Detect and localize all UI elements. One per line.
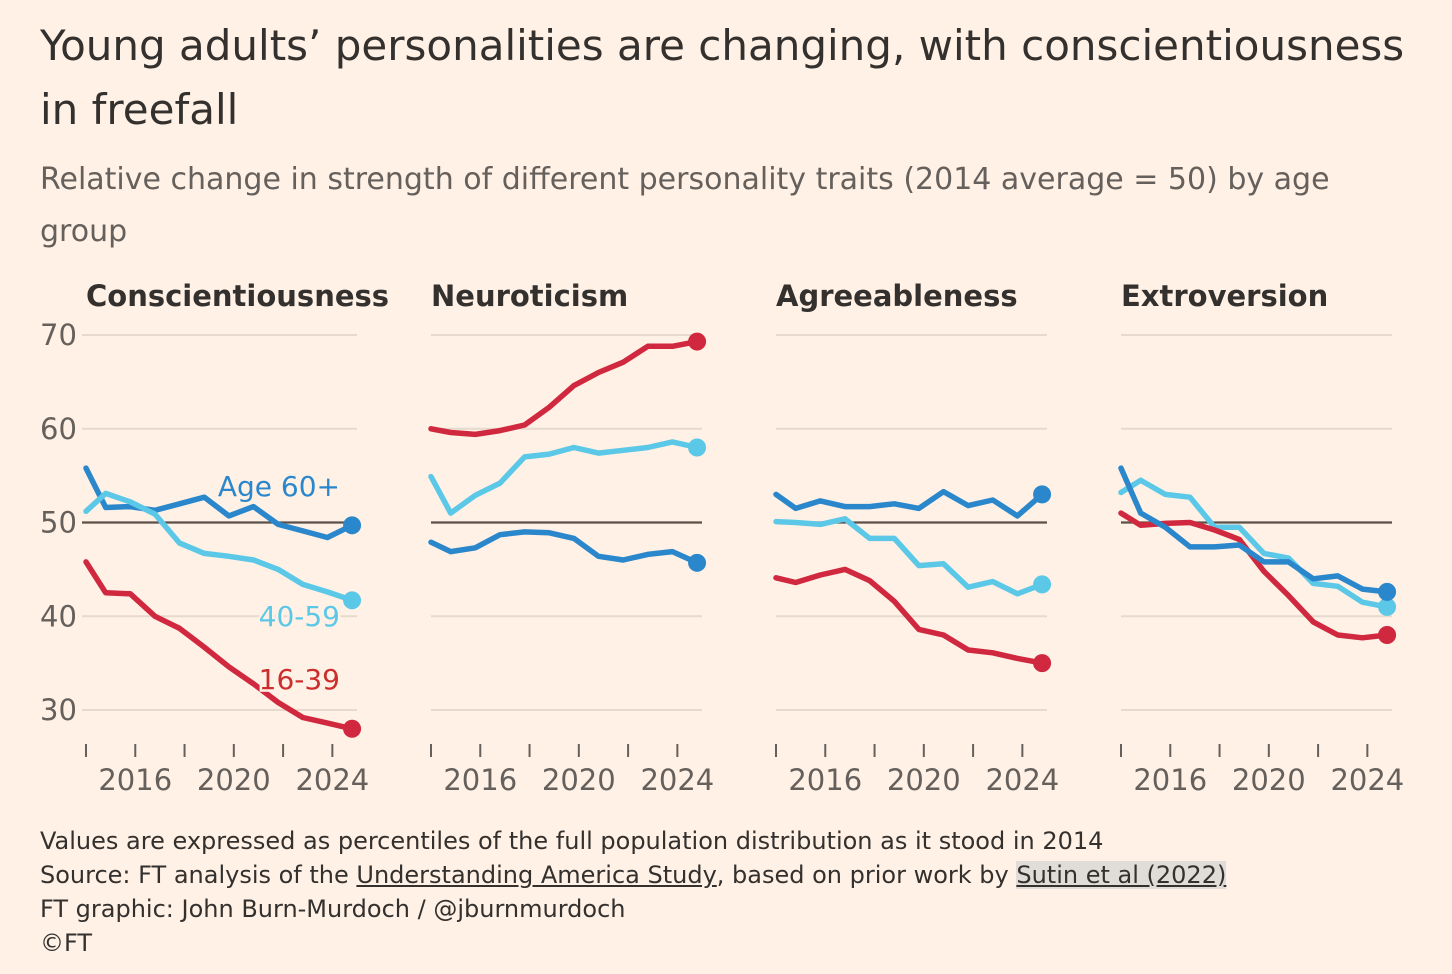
series-endpoint-age-60-plus <box>688 553 707 572</box>
x-tick-label: 2016 <box>98 763 172 797</box>
chart-subtitle: Relative change in strength of different… <box>40 162 1330 249</box>
y-tick-label: 50 <box>40 506 77 540</box>
series-endpoint-age-40-59 <box>343 591 362 610</box>
panel-agreeableness: Agreeableness 2016 2020 2024 <box>773 279 1059 797</box>
sutin-et-al-link[interactable]: Sutin et al (2022) <box>1016 861 1227 889</box>
series-line-age-16-39 <box>83 559 355 732</box>
x-tick-label: 2020 <box>197 763 271 797</box>
footer-note: Values are expressed as percentiles of t… <box>40 827 1104 855</box>
x-tick-label: 2020 <box>887 763 961 797</box>
source-middle: , based on prior work by <box>716 861 1017 889</box>
y-tick-label: 70 <box>40 318 77 352</box>
series-line-age-40-59 <box>428 439 700 516</box>
footer-source: Source: FT analysis of the Understanding… <box>40 858 1440 892</box>
panel-conscientiousness: Conscientiousness 70 60 50 40 30 2016 2020 2024 A… <box>40 279 389 797</box>
series-label: 40-59 <box>259 600 340 633</box>
x-tick-label: 2020 <box>542 763 616 797</box>
x-tick-label: 2016 <box>788 763 862 797</box>
series-line-age-16-39 <box>428 338 700 438</box>
panel-title: Conscientiousness <box>86 279 389 313</box>
series-line-age-40-59 <box>1118 477 1390 610</box>
series-line-age-60-plus <box>83 465 355 541</box>
series-line-age-16-39 <box>773 566 1045 666</box>
panel-extroversion: Extroversion 2016 2020 2024 <box>1118 279 1404 797</box>
series-endpoint-age-40-59 <box>688 438 707 457</box>
x-tick-label: 2024 <box>640 763 714 797</box>
understanding-america-study-link[interactable]: Understanding America Study <box>356 861 717 889</box>
series-endpoint-age-16-39 <box>1033 654 1052 673</box>
series-line-age-16-39 <box>1118 510 1390 641</box>
y-tick-label: 40 <box>40 599 77 633</box>
x-tick-label: 2016 <box>1133 763 1207 797</box>
footer-copyright: ©FT <box>40 929 93 957</box>
series-line-age-60-plus <box>1118 465 1390 595</box>
series-endpoint-age-40-59 <box>1033 575 1052 594</box>
series-endpoint-age-60-plus <box>1378 582 1397 601</box>
series-endpoint-age-16-39 <box>343 719 362 738</box>
chart-title: Young adults’ personalities are changing… <box>40 21 1405 134</box>
panel-title: Neuroticism <box>431 279 628 313</box>
series-endpoint-age-60-plus <box>1033 485 1052 504</box>
y-tick-label: 30 <box>40 693 77 727</box>
series-endpoint-age-16-39 <box>688 332 707 351</box>
series-label: 16-39 <box>259 663 340 696</box>
footer-credit: FT graphic: John Burn-Murdoch / @jburnmu… <box>40 895 626 923</box>
panel-title: Agreeableness <box>776 279 1018 313</box>
series-line-age-60-plus <box>428 529 700 566</box>
series-endpoint-age-16-39 <box>1378 626 1397 644</box>
series-label: Age 60+ <box>218 470 340 503</box>
series-line-age-40-59 <box>83 490 355 604</box>
y-tick-label: 60 <box>40 412 77 446</box>
panel-title: Extroversion <box>1121 279 1328 313</box>
series-line-age-40-59 <box>773 516 1045 597</box>
series-endpoint-age-40-59 <box>1378 597 1397 616</box>
x-tick-label: 2024 <box>295 763 369 797</box>
series-endpoint-age-60-plus <box>343 516 362 535</box>
x-tick-label: 2016 <box>443 763 517 797</box>
series-line-age-60-plus <box>773 488 1045 519</box>
x-tick-label: 2024 <box>1330 763 1404 797</box>
source-prefix: Source: FT analysis of the <box>40 861 357 889</box>
chart-footer: Values are expressed as percentiles of t… <box>40 824 1440 960</box>
panel-neuroticism: Neuroticism 2016 2020 2024 <box>428 279 714 797</box>
x-tick-label: 2020 <box>1232 763 1306 797</box>
x-tick-label: 2024 <box>985 763 1059 797</box>
